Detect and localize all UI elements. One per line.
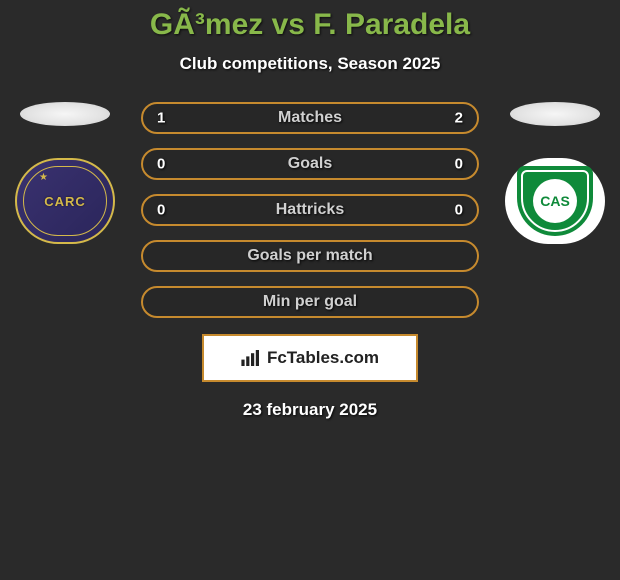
star-icon: ★ [39,172,48,183]
stat-right-value: 0 [455,156,463,173]
stat-left-value: 1 [157,110,165,127]
left-club-badge: ★ CARC [15,158,115,244]
branding-link[interactable]: FcTables.com [202,334,418,382]
badge-circle-icon: CAS [533,179,577,223]
stat-row-min-per-goal: Min per goal [141,286,479,318]
stat-left-value: 0 [157,202,165,219]
left-column: ★ CARC [10,102,120,244]
stat-label: Goals per match [247,247,372,265]
stat-label: Goals [288,155,332,173]
stat-row-hattricks: 0 Hattricks 0 [141,194,479,226]
right-club-initials: CAS [540,193,570,209]
right-club-badge: CAS [505,158,605,244]
player-left-placeholder-icon [20,102,110,126]
chart-icon [241,350,261,366]
player-right-placeholder-icon [510,102,600,126]
date-text: 23 february 2025 [0,400,620,420]
stat-label: Hattricks [276,201,344,219]
stat-row-goals: 0 Goals 0 [141,148,479,180]
stats-column: 1 Matches 2 0 Goals 0 0 Hattricks 0 Goal… [133,102,487,318]
shield-icon: CAS [517,166,593,236]
stat-right-value: 0 [455,202,463,219]
stat-row-matches: 1 Matches 2 [141,102,479,134]
branding-text: FcTables.com [267,348,379,368]
right-column: CAS [500,102,610,244]
stat-row-goals-per-match: Goals per match [141,240,479,272]
stat-right-value: 2 [455,110,463,127]
stat-left-value: 0 [157,156,165,173]
main-row: ★ CARC 1 Matches 2 0 Goals 0 0 Hattricks… [0,102,620,318]
comparison-card: GÃ³mez vs F. Paradela Club competitions,… [0,0,620,428]
subtitle: Club competitions, Season 2025 [0,54,620,74]
badge-ring-icon [23,166,107,236]
stat-label: Matches [278,109,342,127]
page-title: GÃ³mez vs F. Paradela [0,8,620,42]
stat-label: Min per goal [263,293,357,311]
